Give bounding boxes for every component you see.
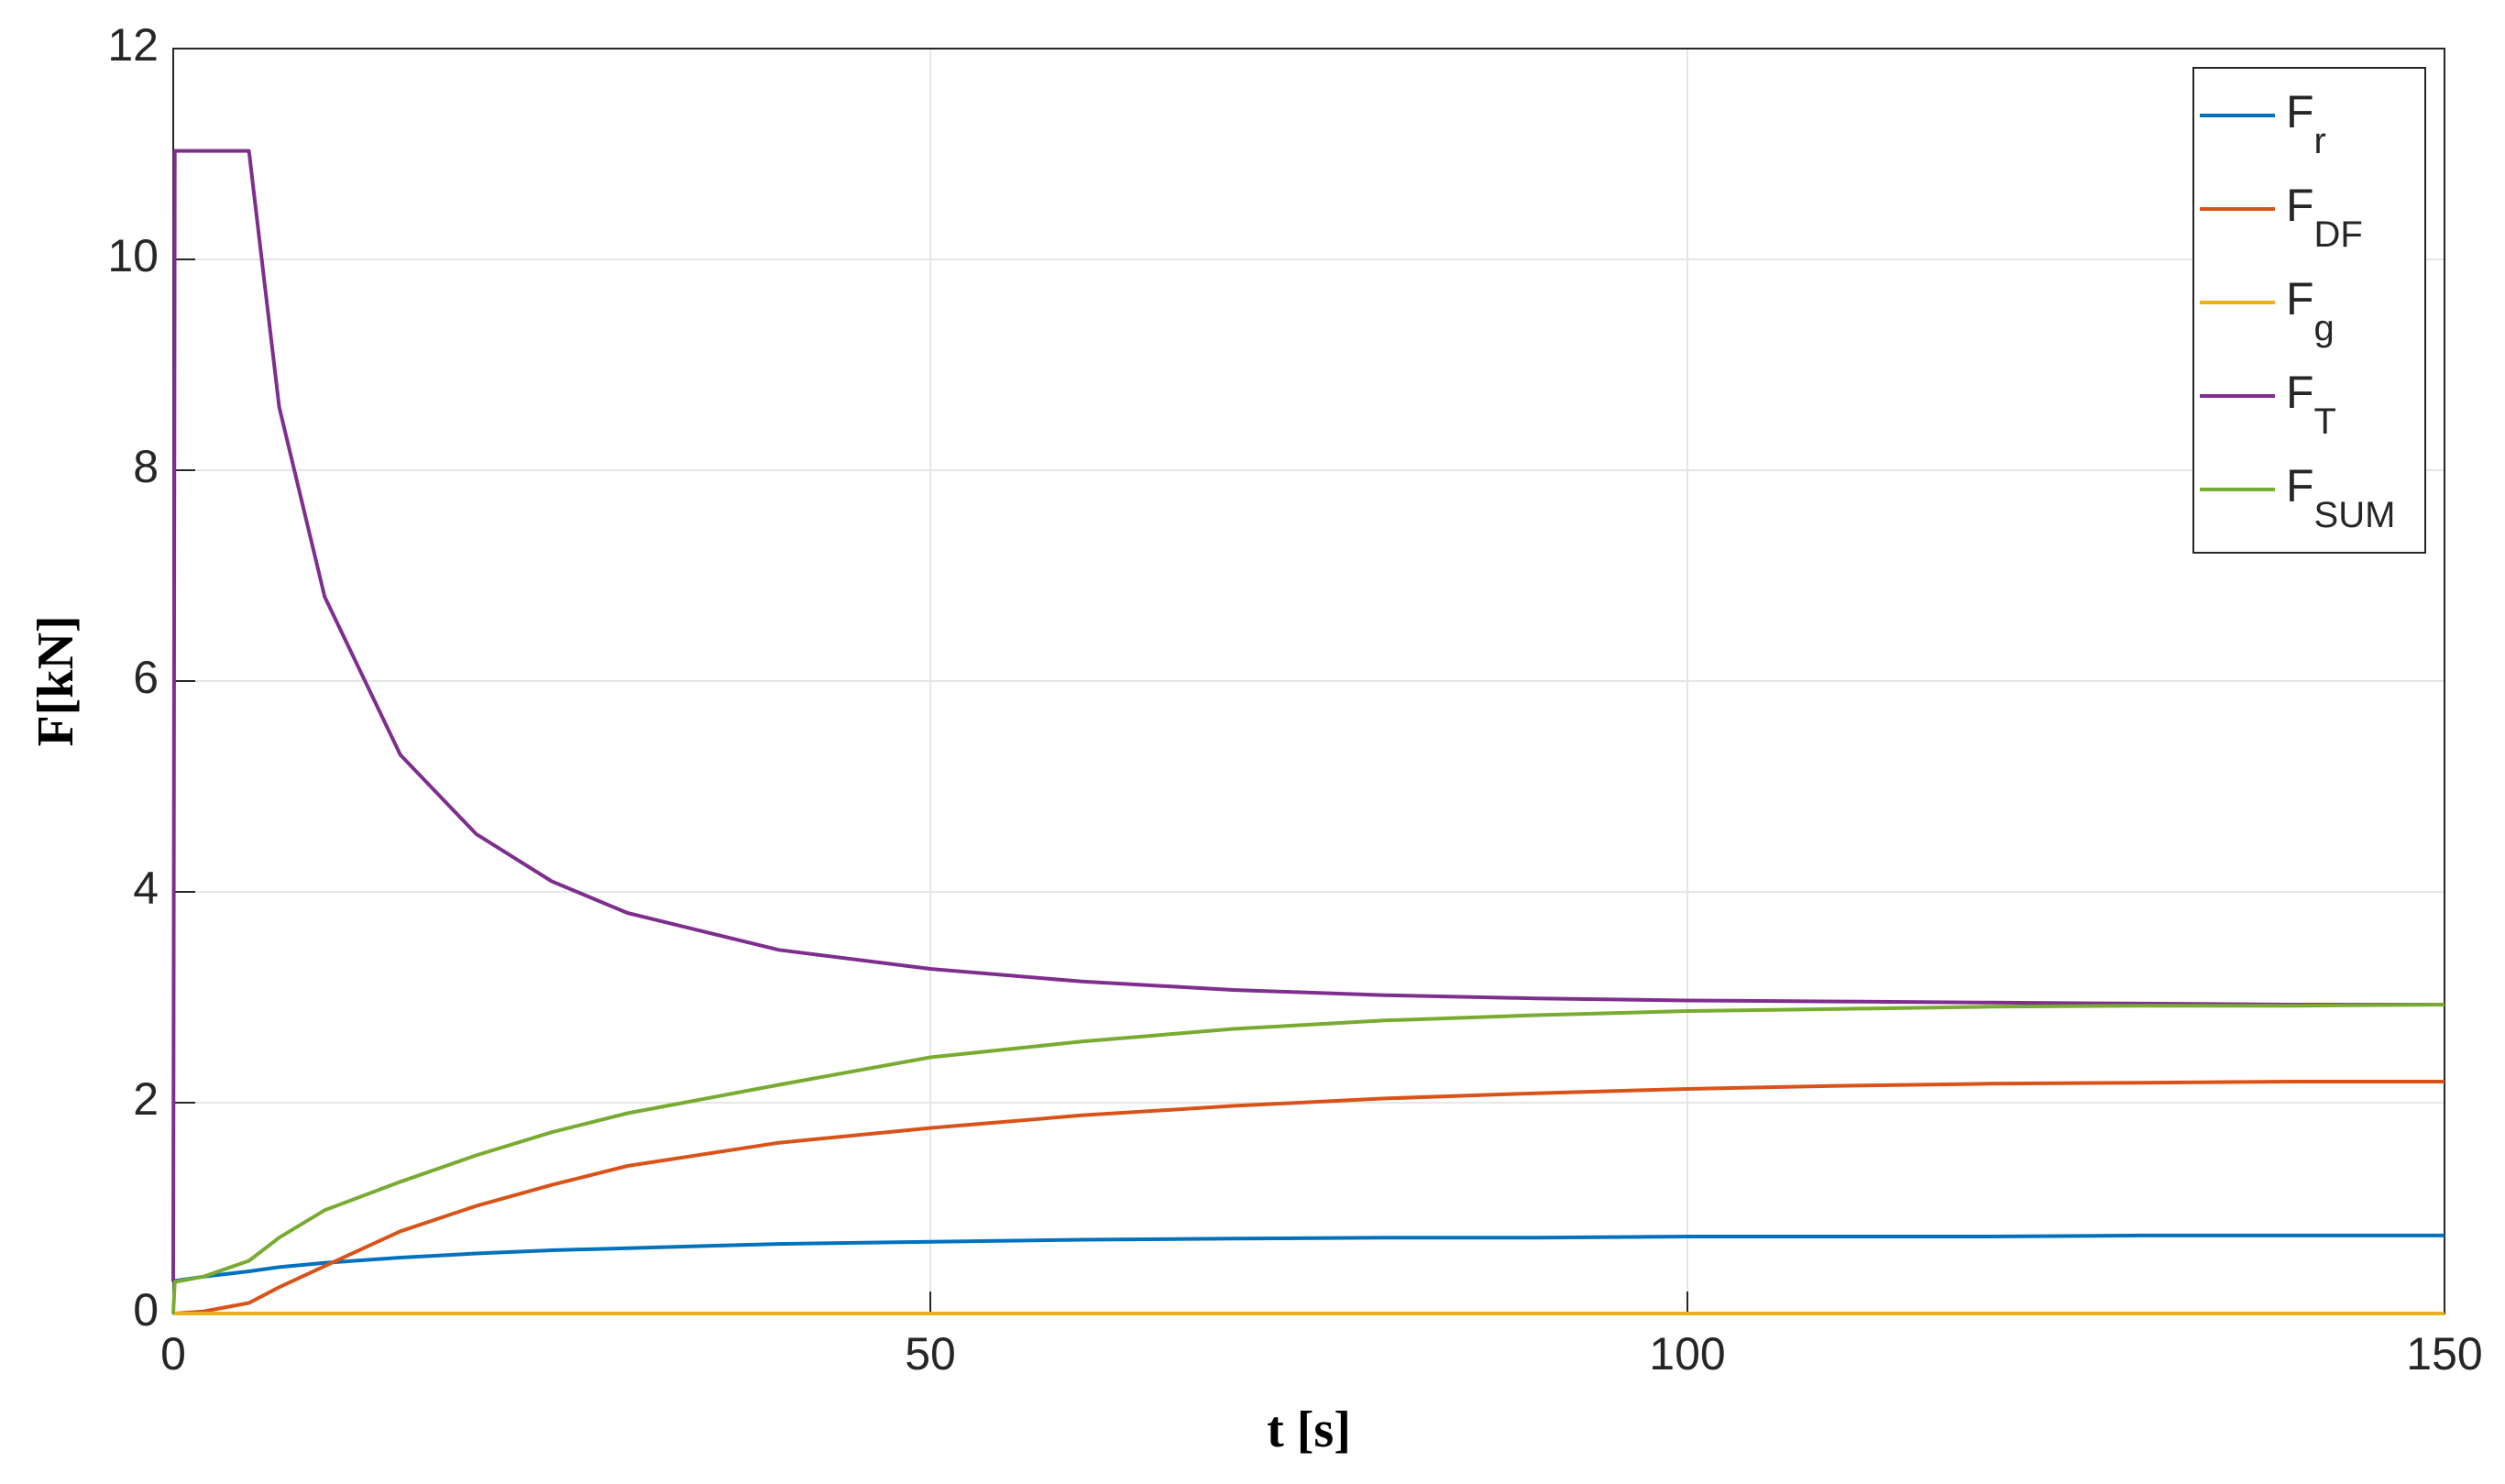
x-axis-label: t [s] <box>1267 1402 1351 1458</box>
y-tick-label: 6 <box>133 652 159 703</box>
x-tick-label: 100 <box>1649 1328 1725 1380</box>
y-tick-label: 8 <box>133 441 159 492</box>
legend-label: FDF <box>2286 180 2363 254</box>
y-tick-label: 12 <box>107 19 159 71</box>
y-axis-label: F[kN] <box>27 615 84 746</box>
y-tick-label: 0 <box>133 1284 159 1336</box>
legend-label: Fr <box>2286 86 2326 160</box>
y-tick-label: 2 <box>133 1073 159 1125</box>
legend-box <box>2192 67 2426 554</box>
series-line <box>172 1080 2445 1315</box>
y-tick-label: 4 <box>133 863 159 914</box>
x-tick-label: 0 <box>160 1328 186 1380</box>
legend-label: Fg <box>2286 273 2335 347</box>
legend-label: FSUM <box>2286 460 2395 534</box>
x-tick-label: 50 <box>905 1328 956 1380</box>
series-line <box>171 1003 2445 1314</box>
x-tick-label: 150 <box>2406 1328 2482 1380</box>
legend: Fr FDF Fg FT FSUM <box>2192 67 2426 554</box>
series-line <box>171 148 2445 1282</box>
legend-label: FT <box>2286 367 2336 441</box>
series-line <box>171 1233 2445 1284</box>
y-tick-label: 10 <box>107 230 159 281</box>
